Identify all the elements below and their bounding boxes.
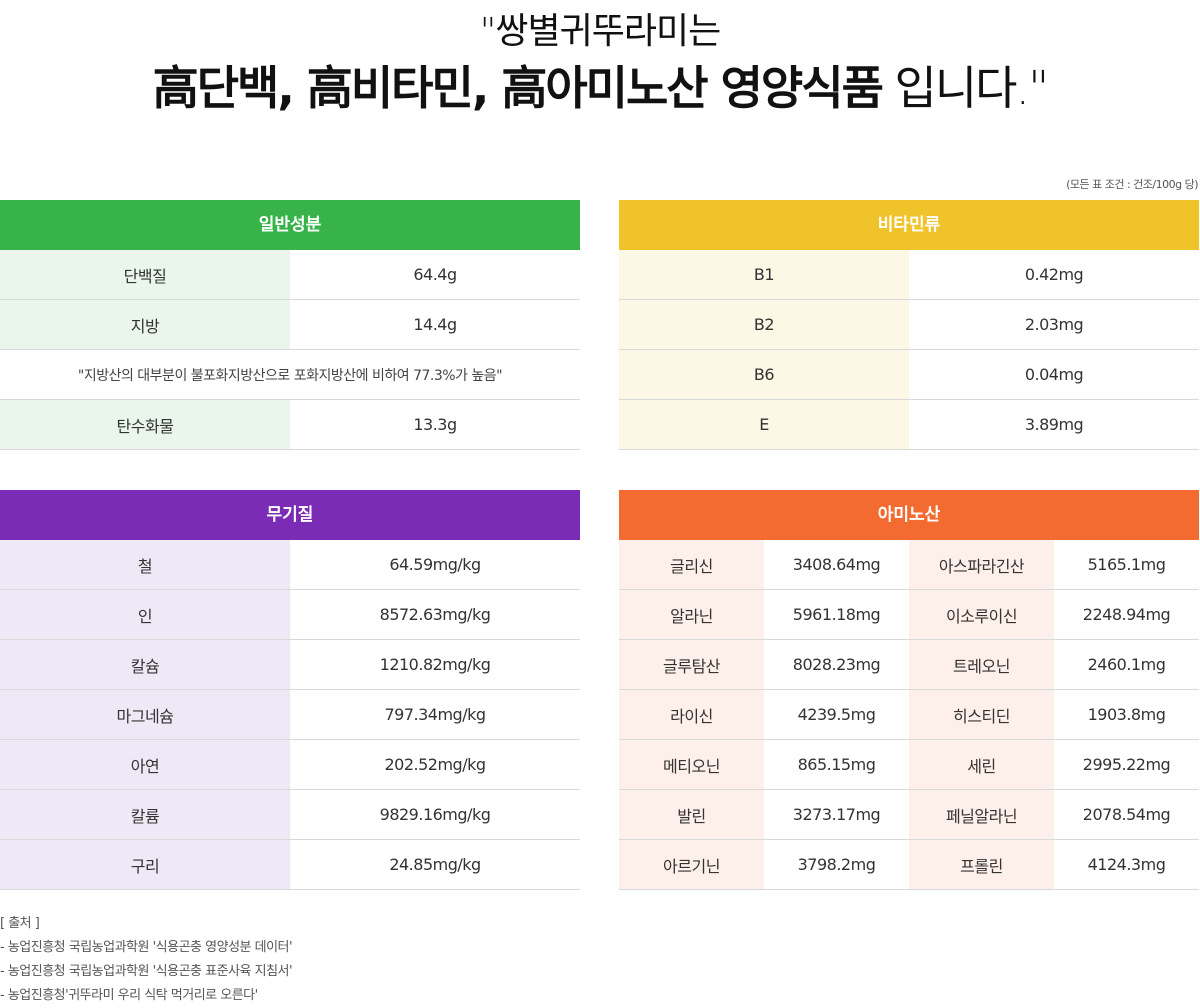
fatty-acid-remark-row: "지방산의 대부분이 불포화지방산으로 포화지방산에 비하여 77.3%가 높음…	[0, 350, 580, 400]
vitamin-label: B1	[619, 250, 909, 299]
amino-value: 2078.54mg	[1082, 805, 1171, 824]
vitamin-label: B6	[619, 350, 909, 399]
table-row: 아연 202.52mg/kg	[0, 740, 580, 790]
nutrient-label: 탄수화물	[0, 400, 290, 449]
table-row: B6 0.04mg	[619, 350, 1199, 400]
mineral-label: 철	[0, 540, 290, 589]
amino-label: 페닐알라닌	[909, 790, 1054, 839]
sources-title: [ 출처 ]	[0, 916, 40, 931]
table-condition-note: (모든 표 조건 : 건조/100g 당)	[1066, 178, 1198, 191]
general-components-title: 일반성분	[0, 200, 580, 250]
nutrient-label: 지방	[0, 300, 290, 349]
vitamin-value: 3.89mg	[1024, 415, 1084, 434]
nutrient-label: 단백질	[0, 250, 290, 299]
sources: [ 출처 ] - 농업진흥청 국립농업과학원 '식용곤충 영양성분 데이터' -…	[0, 912, 293, 1008]
amino-value: 3408.64mg	[792, 555, 881, 574]
vitamin-value: 2.03mg	[1024, 315, 1084, 334]
minerals-table: 무기질 철 64.59mg/kg 인 8572.63mg/kg 칼슘 1210.…	[0, 490, 580, 890]
table-row: 인 8572.63mg/kg	[0, 590, 580, 640]
minerals-title: 무기질	[0, 490, 580, 540]
amino-value: 4124.3mg	[1087, 855, 1166, 874]
nutrient-value: 64.4g	[413, 265, 457, 284]
table-row: 글루탐산 8028.23mg 트레오닌 2460.1mg	[619, 640, 1199, 690]
amino-label: 트레오닌	[909, 640, 1054, 689]
vitamins-table: 비타민류 B1 0.42mg B2 2.03mg B6 0.04mg E 3.8…	[619, 200, 1199, 450]
headline-line-1: "쌍별귀뚜라미는	[479, 11, 721, 52]
source-item: - 농업진흥청 국립농업과학원 '식용곤충 영양성분 데이터'	[0, 940, 293, 955]
nutrient-value: 13.3g	[413, 415, 457, 434]
amino-label: 글리신	[619, 540, 764, 589]
mineral-value: 64.59mg/kg	[389, 555, 481, 574]
table-row: 아르기닌 3798.2mg 프롤린 4124.3mg	[619, 840, 1199, 890]
mineral-label: 칼슘	[0, 640, 290, 689]
amino-value: 4239.5mg	[797, 705, 876, 724]
amino-value: 865.15mg	[797, 755, 876, 774]
table-row: 글리신 3408.64mg 아스파라긴산 5165.1mg	[619, 540, 1199, 590]
amino-value: 1903.8mg	[1087, 705, 1166, 724]
source-item: - 농업진흥청'귀뚜라미 우리 식탁 먹거리로 오른다'	[0, 988, 258, 1003]
table-row: 발린 3273.17mg 페닐알라닌 2078.54mg	[619, 790, 1199, 840]
amino-label: 프롤린	[909, 840, 1054, 889]
table-row: B1 0.42mg	[619, 250, 1199, 300]
headline-emphasis: 高단백, 高비타민, 高아미노산 영양식품	[152, 61, 884, 115]
mineral-value: 202.52mg/kg	[384, 755, 486, 774]
amino-value: 2995.22mg	[1082, 755, 1171, 774]
table-row: 라이신 4239.5mg 히스티딘 1903.8mg	[619, 690, 1199, 740]
table-row: E 3.89mg	[619, 400, 1199, 450]
mineral-value: 8572.63mg/kg	[379, 605, 491, 624]
mineral-label: 인	[0, 590, 290, 639]
vitamins-title: 비타민류	[619, 200, 1199, 250]
amino-label: 알라닌	[619, 590, 764, 639]
mineral-value: 797.34mg/kg	[384, 705, 486, 724]
amino-value: 5165.1mg	[1087, 555, 1166, 574]
table-row: 탄수화물 13.3g	[0, 400, 580, 450]
source-item: - 농업진흥청 국립농업과학원 '식용곤충 표준사육 지침서'	[0, 964, 293, 979]
mineral-value: 24.85mg/kg	[389, 855, 481, 874]
vitamin-value: 0.42mg	[1024, 265, 1084, 284]
amino-value: 3273.17mg	[792, 805, 881, 824]
mineral-label: 칼륨	[0, 790, 290, 839]
amino-label: 세린	[909, 740, 1054, 789]
amino-label: 아르기닌	[619, 840, 764, 889]
table-row: 마그네슘 797.34mg/kg	[0, 690, 580, 740]
amino-label: 메티오닌	[619, 740, 764, 789]
amino-acids-title: 아미노산	[619, 490, 1199, 540]
mineral-label: 구리	[0, 840, 290, 889]
table-row: 칼슘 1210.82mg/kg	[0, 640, 580, 690]
vitamin-label: E	[619, 400, 909, 449]
table-row: 지방 14.4g	[0, 300, 580, 350]
table-row: 단백질 64.4g	[0, 250, 580, 300]
amino-label: 라이신	[619, 690, 764, 739]
table-row: 철 64.59mg/kg	[0, 540, 580, 590]
headline-line-2: 高단백, 高비타민, 高아미노산 영양식품 입니다."	[0, 52, 1200, 118]
general-components-table: 일반성분 단백질 64.4g 지방 14.4g "지방산의 대부분이 불포화지방…	[0, 200, 580, 450]
fatty-acid-remark: "지방산의 대부분이 불포화지방산으로 포화지방산에 비하여 77.3%가 높음…	[77, 367, 503, 384]
amino-value: 8028.23mg	[792, 655, 881, 674]
amino-value: 3798.2mg	[797, 855, 876, 874]
amino-value: 2460.1mg	[1087, 655, 1166, 674]
vitamin-value: 0.04mg	[1024, 365, 1084, 384]
table-row: 알라닌 5961.18mg 이소루이신 2248.94mg	[619, 590, 1199, 640]
amino-label: 글루탐산	[619, 640, 764, 689]
mineral-value: 9829.16mg/kg	[379, 805, 491, 824]
table-row: 메티오닌 865.15mg 세린 2995.22mg	[619, 740, 1199, 790]
amino-label: 아스파라긴산	[909, 540, 1054, 589]
table-row: B2 2.03mg	[619, 300, 1199, 350]
amino-label: 이소루이신	[909, 590, 1054, 639]
table-row: 칼륨 9829.16mg/kg	[0, 790, 580, 840]
amino-value: 5961.18mg	[792, 605, 881, 624]
amino-label: 발린	[619, 790, 764, 839]
mineral-label: 아연	[0, 740, 290, 789]
headline-tail: 입니다."	[881, 61, 1050, 115]
amino-acids-table: 아미노산 글리신 3408.64mg 아스파라긴산 5165.1mg 알라닌 5…	[619, 490, 1199, 890]
amino-value: 2248.94mg	[1082, 605, 1171, 624]
table-row: 구리 24.85mg/kg	[0, 840, 580, 890]
mineral-label: 마그네슘	[0, 690, 290, 739]
amino-label: 히스티딘	[909, 690, 1054, 739]
mineral-value: 1210.82mg/kg	[379, 655, 491, 674]
nutrient-value: 14.4g	[413, 315, 457, 334]
vitamin-label: B2	[619, 300, 909, 349]
